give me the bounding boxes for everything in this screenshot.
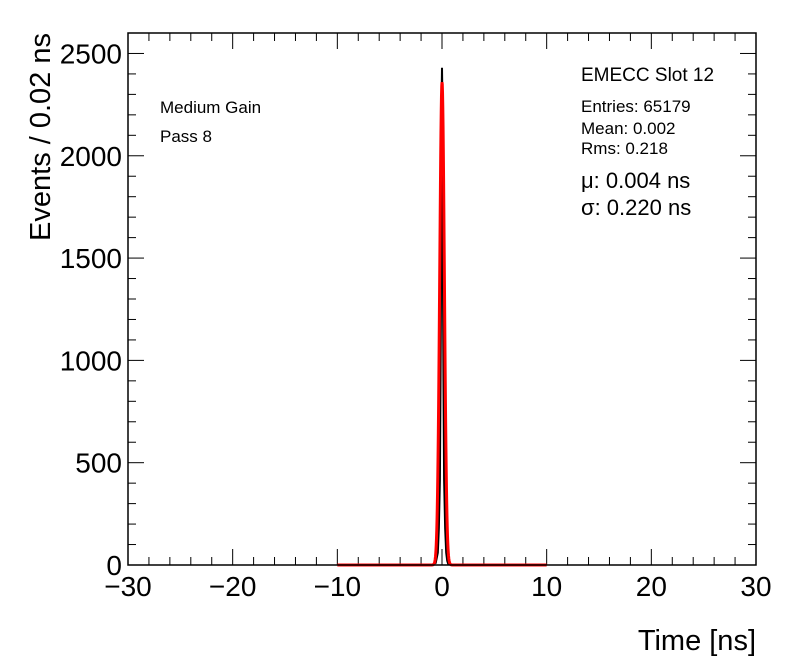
y-tick-label: 2000 (60, 141, 122, 172)
fit-mu: μ: 0.004 ns (581, 168, 690, 193)
y-tick-label: 500 (75, 448, 122, 479)
fit-sigma: σ: 0.220 ns (581, 195, 691, 220)
y-tick-label: 2500 (60, 38, 122, 69)
annotation-gain: Medium Gain (160, 98, 261, 117)
stat-entries: Entries: 65179 (581, 97, 691, 116)
x-tick-label: −10 (314, 571, 362, 602)
x-tick-label: 30 (740, 571, 771, 602)
plot-frame (127, 32, 757, 566)
stat-rms: Rms: 0.218 (581, 139, 668, 158)
gaussian-fit-curve (337, 82, 547, 567)
x-tick-label: 10 (531, 571, 562, 602)
x-tick-label: −30 (104, 571, 152, 602)
x-tick-label: −20 (209, 571, 257, 602)
annotation-pass: Pass 8 (160, 127, 212, 146)
histogram-series (431, 67, 453, 566)
x-tick-label: 0 (434, 571, 450, 602)
stat-mean: Mean: 0.002 (581, 119, 676, 138)
y-tick-label: 1000 (60, 345, 122, 376)
y-tick-label: 1500 (60, 243, 122, 274)
y-axis-label: Events / 0.02 ns (25, 33, 57, 241)
x-axis-label: Time [ns] (638, 625, 756, 657)
annotation-slot: EMECC Slot 12 (581, 65, 714, 86)
y-tick-labels: 0 500 1000 1500 2000 2500 (60, 38, 122, 581)
y-tick-label: 0 (106, 550, 122, 581)
x-tick-labels: −30 −20 −10 0 10 20 30 (104, 571, 771, 602)
x-tick-label: 20 (636, 571, 667, 602)
